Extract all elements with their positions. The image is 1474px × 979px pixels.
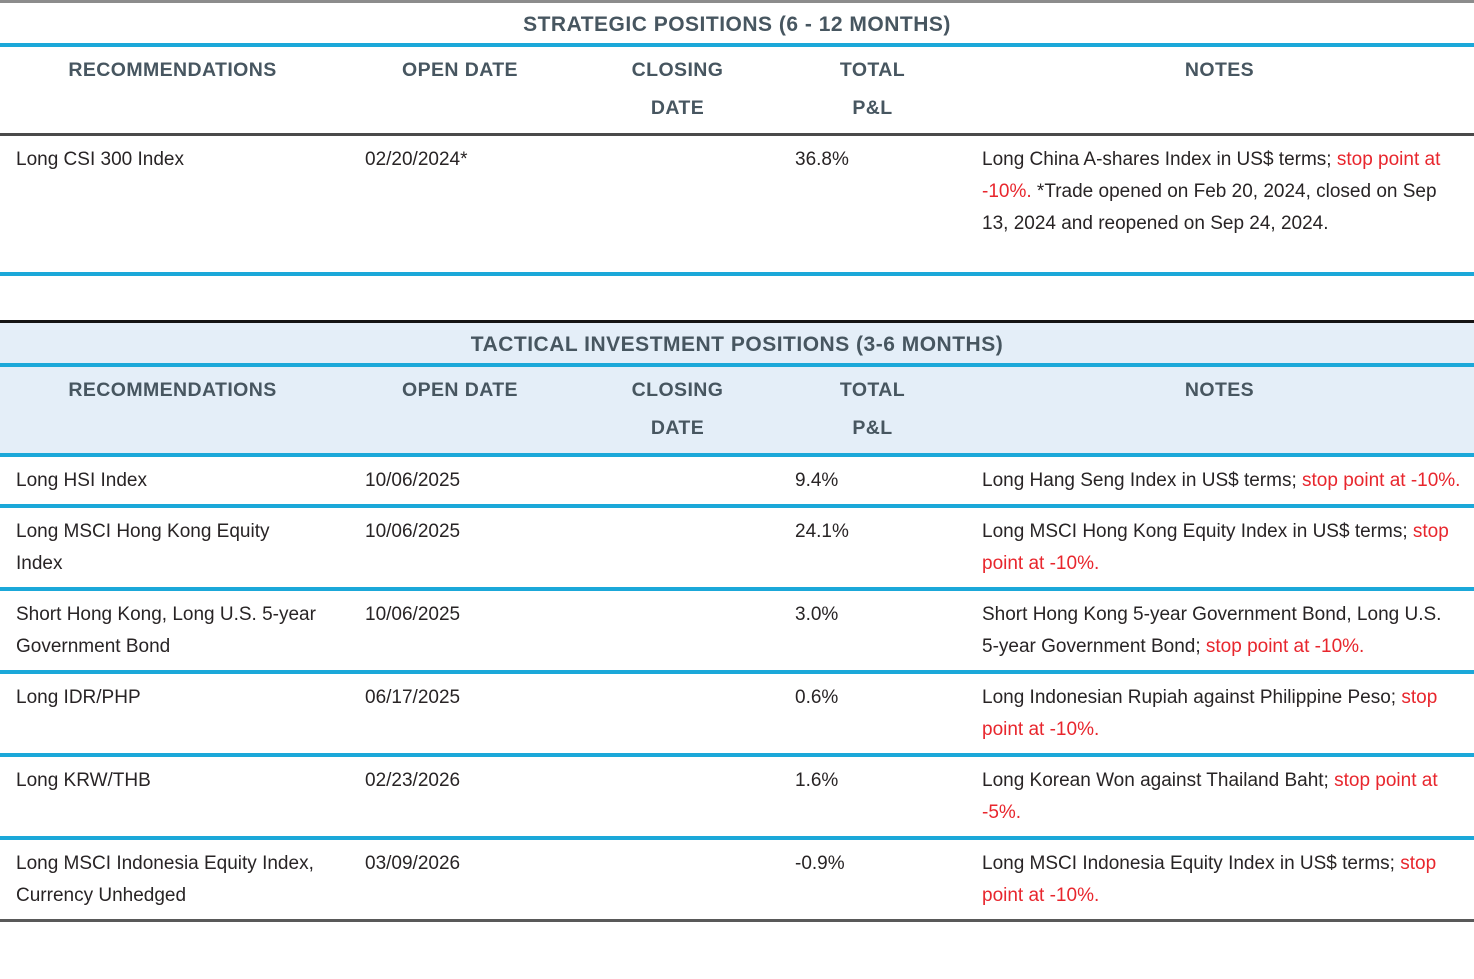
column-header-open-date: OPEN DATE [402,379,518,401]
total-pnl-cell: -0.9% [795,853,845,874]
tactical-header-row: RECOMMENDATIONS OPEN DATE CLOSING DATE TOTAL… [0,367,1474,457]
notes-text: Long Hang Seng Index in US$ terms; [982,470,1303,491]
strategic-table-title: STRATEGIC POSITIONS (6 - 12 MONTHS) [0,3,1474,47]
column-header-total-p-l: TOTAL P&L [839,379,906,439]
column-header-open-date: OPEN DATE [402,59,518,81]
notes-text: Long MSCI Hong Kong Equity Index in US$ … [982,521,1413,542]
recommendation-cell: Long MSCI Hong Kong Equity Index [16,521,270,574]
table-gap [0,276,1474,320]
positions-report-page: STRATEGIC POSITIONS (6 - 12 MONTHS) RECO… [0,0,1474,922]
recommendation-cell: Long CSI 300 Index [16,149,184,170]
column-header-closing-date: CLOSING DATE [631,379,724,439]
notes-text: Long China A-shares Index in US$ terms; [982,149,1337,170]
column-header-recommendations: RECOMMENDATIONS [68,59,277,81]
notes-stop-point-text: stop point at -10%. [1302,470,1461,491]
recommendation-cell: Long IDR/PHP [16,687,141,708]
closing-date-cell [575,765,780,829]
notes-stop-point-text: stop point at -10%. [982,521,1449,574]
table-row: Long KRW/THB 02/23/2026 1.6% Long Korean Wo… [0,757,1474,840]
recommendation-cell: Long MSCI Indonesia Equity Index, Curren… [16,853,314,906]
open-date-cell: 10/06/2025 [365,521,461,542]
open-date-cell: 10/06/2025 [365,604,461,625]
closing-date-cell [575,516,780,580]
notes-cell: Long MSCI Hong Kong Equity Index in US$ … [965,516,1474,580]
notes-stop-point-text: stop point at -10%. [982,853,1437,906]
open-date-cell: 03/09/2026 [365,853,461,874]
strategic-rows: Long CSI 300 Index 02/20/2024* 36.8% Long C… [0,136,1474,276]
notes-stop-point-text: stop point at -5%. [982,770,1438,823]
total-pnl-cell: 9.4% [795,470,839,491]
total-pnl-cell: 3.0% [795,604,839,625]
closing-date-cell [575,599,780,663]
notes-text: Long MSCI Indonesia Equity Index in US$ … [982,853,1401,874]
notes-cell: Long Indonesian Rupiah against Philippin… [965,682,1474,746]
notes-text: Long Korean Won against Thailand Baht; [982,770,1335,791]
closing-date-cell [575,144,780,265]
notes-cell: Long MSCI Indonesia Equity Index in US$ … [965,848,1474,912]
notes-cell: Short Hong Kong 5-year Government Bond, … [965,599,1474,663]
closing-date-cell [575,682,780,746]
notes-cell: Long China A-shares Index in US$ terms; … [965,144,1474,265]
recommendation-cell: Short Hong Kong, Long U.S. 5-year Govern… [16,604,316,657]
column-header-closing-date: CLOSING DATE [631,59,724,119]
column-header-notes: NOTES [1184,379,1255,401]
strategic-positions-table: STRATEGIC POSITIONS (6 - 12 MONTHS) RECO… [0,0,1474,276]
notes-text: *Trade opened on Feb 20, 2024, closed on… [982,181,1437,234]
notes-stop-point-text: stop point at -10%. [1205,636,1365,657]
open-date-cell: 10/06/2025 [365,470,461,491]
open-date-cell: 02/23/2026 [365,770,461,791]
tactical-positions-table: TACTICAL INVESTMENT POSITIONS (3-6 MONTH… [0,320,1474,922]
open-date-cell: 02/20/2024* [365,149,468,170]
recommendation-cell: Long HSI Index [16,470,147,491]
table-row: Long HSI Index 10/06/2025 9.4% Long Hang Se… [0,457,1474,508]
table-row: Short Hong Kong, Long U.S. 5-year Govern… [0,591,1474,674]
table-row: Long IDR/PHP 06/17/2025 0.6% Long Indonesia… [0,674,1474,757]
notes-text: Short Hong Kong 5-year Government Bond, … [982,604,1442,657]
open-date-cell: 06/17/2025 [365,687,461,708]
notes-cell: Long Korean Won against Thailand Baht; s… [965,765,1474,829]
notes-stop-point-text: stop point at -10%. [982,149,1441,202]
tactical-rows: Long HSI Index 10/06/2025 9.4% Long Hang Se… [0,457,1474,919]
table-row: Long MSCI Indonesia Equity Index, Curren… [0,840,1474,919]
column-header-recommendations: RECOMMENDATIONS [68,379,277,401]
total-pnl-cell: 24.1% [795,521,849,542]
total-pnl-cell: 0.6% [795,687,839,708]
column-header-total-p-l: TOTAL P&L [839,59,906,119]
recommendation-cell: Long KRW/THB [16,770,151,791]
closing-date-cell [575,848,780,912]
column-header-notes: NOTES [1184,59,1255,81]
tactical-table-title: TACTICAL INVESTMENT POSITIONS (3-6 MONTH… [0,323,1474,367]
total-pnl-cell: 1.6% [795,770,839,791]
notes-cell: Long Hang Seng Index in US$ terms; stop … [965,465,1474,497]
closing-date-cell [575,465,780,497]
table-row: Long MSCI Hong Kong Equity Index 10/06/20… [0,508,1474,591]
table-row: Long CSI 300 Index 02/20/2024* 36.8% Long C… [0,136,1474,276]
notes-stop-point-text: stop point at -10%. [982,687,1438,740]
strategic-header-row: RECOMMENDATIONS OPEN DATE CLOSING DATE TOTAL… [0,47,1474,136]
notes-text: Long Indonesian Rupiah against Philippin… [982,687,1402,708]
total-pnl-cell: 36.8% [795,149,849,170]
